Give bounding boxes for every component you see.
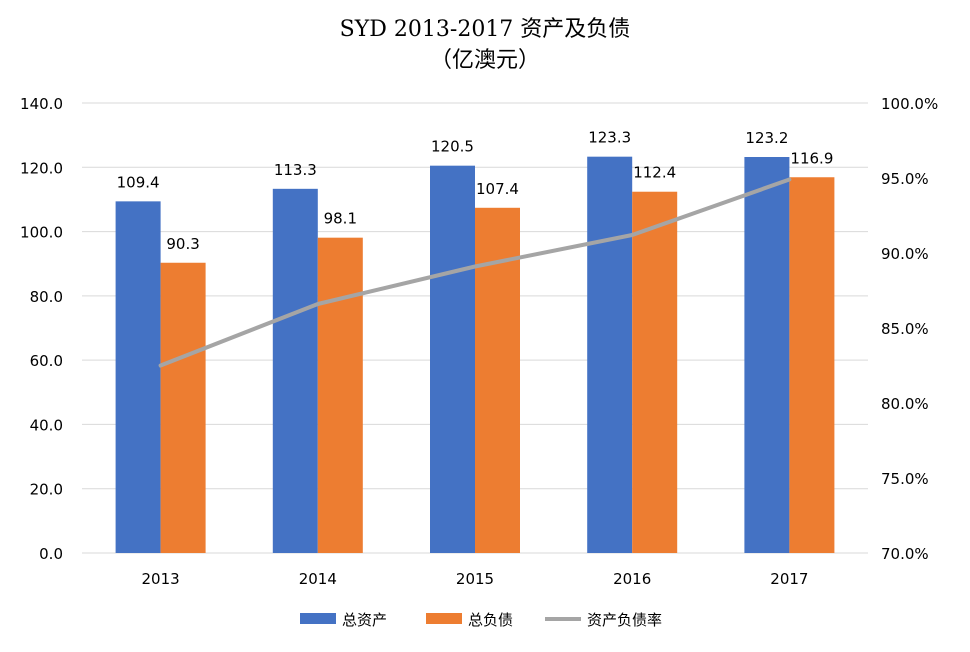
data-label: 120.5: [431, 138, 474, 156]
legend-label: 总资产: [342, 611, 387, 629]
y-right-tick-label: 95.0%: [881, 170, 929, 188]
line-layer: [158, 177, 792, 368]
bar-total-assets: [430, 165, 475, 553]
x-tick-label: 2016: [613, 570, 651, 588]
bar-total-assets: [272, 188, 318, 554]
legend-swatch-total-assets: [300, 613, 336, 624]
data-label: 112.4: [633, 164, 676, 182]
chart-subtitle: （亿澳元）: [430, 48, 540, 73]
y-right-tick-label: 100.0%: [881, 95, 938, 113]
data-label: 123.2: [745, 129, 788, 147]
bar-total-liabilities: [632, 191, 678, 553]
bar-total-assets: [587, 156, 633, 553]
y-right-tick-label: 80.0%: [881, 395, 929, 413]
bar-total-assets: [744, 157, 790, 553]
bar-total-liabilities: [160, 262, 206, 553]
bar-total-liabilities: [789, 177, 835, 553]
legend: 总资产 总负债 资产负债率: [300, 611, 662, 629]
axis-layer: 0.0 20.0 40.0 60.0 80.0 100.0 120.0 140.0 70.0% 7…: [20, 95, 938, 588]
bar-total-liabilities: [317, 237, 363, 553]
y-right-tick-label: 85.0%: [881, 320, 929, 338]
y-left-tick-label: 40.0: [30, 416, 63, 434]
y-right-tick-label: 75.0%: [881, 470, 929, 488]
y-right-tick-label: 90.0%: [881, 245, 929, 263]
y-left-tick-label: 80.0: [30, 288, 63, 306]
y-left-tick-label: 0.0: [39, 545, 63, 563]
bar-layer: [115, 156, 835, 554]
legend-label: 总负债: [468, 611, 513, 629]
line-debt-ratio: [158, 177, 792, 368]
data-label: 116.9: [790, 149, 833, 167]
bar-total-assets: [115, 201, 161, 553]
x-tick-label: 2017: [770, 570, 808, 588]
y-right-tick-label: 70.0%: [881, 545, 929, 563]
data-label: 109.4: [117, 173, 160, 191]
legend-swatch-total-liabilities: [426, 613, 462, 624]
data-label: 123.3: [588, 129, 631, 147]
x-tick-label: 2014: [299, 570, 337, 588]
y-left-tick-label: 140.0: [20, 95, 63, 113]
data-label: 107.4: [476, 180, 519, 198]
label-layer: 109.4 113.3 120.5 123.3 123.2 90.3 98.1 107.4 11…: [117, 129, 834, 253]
y-left-tick-label: 120.0: [20, 159, 63, 177]
y-left-tick-label: 60.0: [30, 352, 63, 370]
legend-label: 资产负债率: [587, 611, 662, 629]
y-left-tick-label: 20.0: [30, 481, 63, 499]
data-label: 113.3: [274, 161, 317, 179]
data-label: 90.3: [166, 235, 199, 253]
x-tick-label: 2015: [456, 570, 494, 588]
y-left-tick-label: 100.0: [20, 224, 63, 242]
chart-title: SYD 2013-2017 资产及负债: [340, 17, 631, 42]
x-tick-label: 2013: [142, 570, 180, 588]
data-label: 98.1: [324, 210, 357, 228]
